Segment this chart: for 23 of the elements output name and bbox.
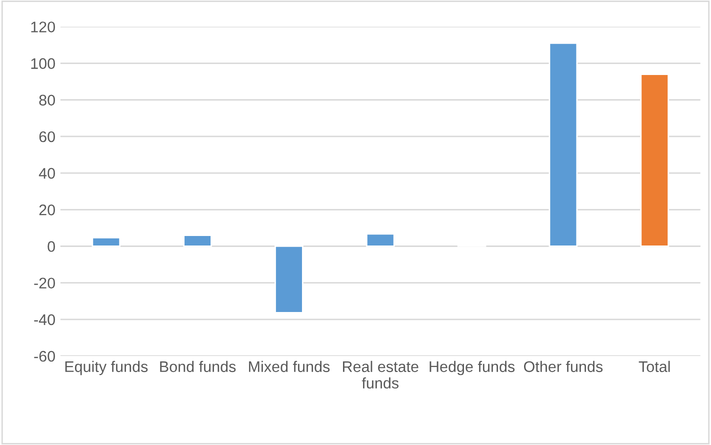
y-tick-label: 60 [39,131,55,142]
x-tick-label: Bond funds [160,360,236,372]
x-tick-label: Mixed funds [249,360,330,372]
x-tick-label: Total [638,360,670,372]
y-tick-label: 0 [48,241,55,252]
x-tick-label: Hedge funds [430,360,515,376]
y-tick-label: -40 [34,314,55,326]
y-tick-label: -20 [34,278,55,289]
bar [640,74,670,247]
x-tick-label: Equity funds [65,360,148,376]
x-tick-label: Real estate funds [343,360,418,389]
y-tick-label: 40 [38,168,55,179]
bar [92,236,121,247]
y-tick-label: -60 [34,350,55,362]
y-tick-label: 100 [31,58,55,69]
bar [366,233,395,247]
bar [274,246,304,314]
bar [548,42,578,247]
x-tick-label: Other funds [524,360,603,372]
y-tick-label: 120 [31,22,55,32]
y-tick-label: 80 [39,94,55,106]
bar [183,234,212,247]
y-tick-label: 20 [39,204,55,216]
